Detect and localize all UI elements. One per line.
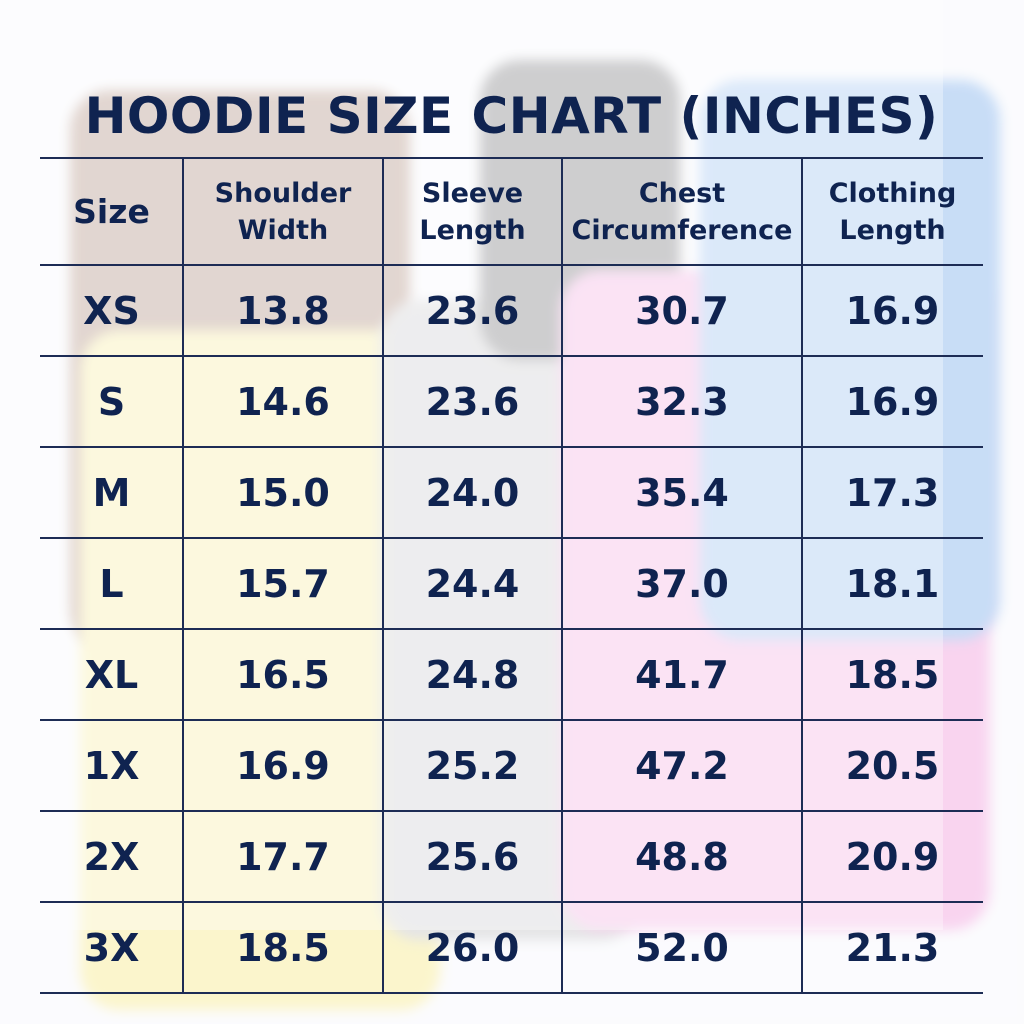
value-cell: 47.2: [635, 743, 729, 788]
value-cell: 17.7: [236, 834, 330, 879]
row-divider: [40, 355, 983, 357]
value-cell: 15.0: [236, 470, 330, 515]
value-cell: 15.7: [236, 561, 330, 606]
header-text: Size: [73, 192, 150, 231]
value-cell: 52.0: [635, 925, 729, 970]
column-divider: [382, 158, 384, 993]
row-divider: [40, 901, 983, 903]
size-cell: 2X: [83, 834, 140, 879]
header-text: Chest: [638, 177, 726, 209]
value-cell: 18.5: [236, 925, 330, 970]
header-text: Length: [419, 214, 526, 246]
value-cell: 24.8: [425, 652, 520, 697]
value-cell: 17.3: [845, 470, 940, 515]
size-cell: 1X: [83, 743, 140, 788]
header-text: Clothing: [828, 177, 957, 209]
value-cell: 18.5: [845, 652, 940, 697]
value-cell: 48.8: [635, 834, 729, 879]
value-cell: 25.2: [425, 743, 520, 788]
header-text: Circumference: [571, 214, 793, 246]
row-divider: [40, 992, 983, 994]
row-divider: [40, 628, 983, 630]
column-divider: [801, 158, 803, 993]
size-cell: XL: [84, 652, 139, 697]
header-text: Length: [839, 214, 946, 246]
value-cell: 24.4: [425, 561, 520, 606]
row-divider: [40, 157, 983, 159]
value-cell: 26.0: [425, 925, 520, 970]
value-cell: 21.3: [845, 925, 940, 970]
value-cell: 18.1: [845, 561, 940, 606]
size-cell: S: [97, 379, 126, 424]
header-cell: Size: [40, 158, 183, 265]
size-cell: XS: [83, 288, 140, 333]
value-cell: 20.9: [845, 834, 940, 879]
header-cell: Clothing Length: [802, 158, 983, 265]
size-cell: L: [99, 561, 124, 606]
value-cell: 16.9: [845, 288, 940, 333]
header-cell: Shoulder Width: [183, 158, 383, 265]
row-divider: [40, 264, 983, 266]
value-cell: 13.8: [236, 288, 330, 333]
row-divider: [40, 719, 983, 721]
value-cell: 41.7: [635, 652, 729, 697]
value-cell: 25.6: [425, 834, 520, 879]
size-cell: 3X: [83, 925, 140, 970]
row-divider: [40, 537, 983, 539]
column-divider: [561, 158, 563, 993]
value-cell: 30.7: [635, 288, 729, 333]
row-divider: [40, 810, 983, 812]
header-text: Sleeve: [421, 177, 524, 209]
header-text: Width: [237, 214, 329, 246]
value-cell: 16.5: [236, 652, 330, 697]
value-cell: 32.3: [635, 379, 729, 424]
value-cell: 23.6: [425, 379, 520, 424]
row-divider: [40, 446, 983, 448]
header-text: Shoulder: [214, 177, 352, 209]
value-cell: 37.0: [635, 561, 729, 606]
value-cell: 24.0: [425, 470, 520, 515]
title: HOODIE SIZE CHART (INCHES): [84, 87, 939, 145]
value-cell: 35.4: [635, 470, 729, 515]
table-veil: [0, 0, 943, 930]
header-cell: Sleeve Length: [383, 158, 562, 265]
value-cell: 14.6: [236, 379, 330, 424]
size-cell: M: [92, 470, 131, 515]
value-cell: 16.9: [845, 379, 940, 424]
header-cell: Chest Circumference: [562, 158, 802, 265]
value-cell: 20.5: [845, 743, 940, 788]
column-divider: [182, 158, 184, 993]
value-cell: 16.9: [236, 743, 330, 788]
value-cell: 23.6: [425, 288, 520, 333]
